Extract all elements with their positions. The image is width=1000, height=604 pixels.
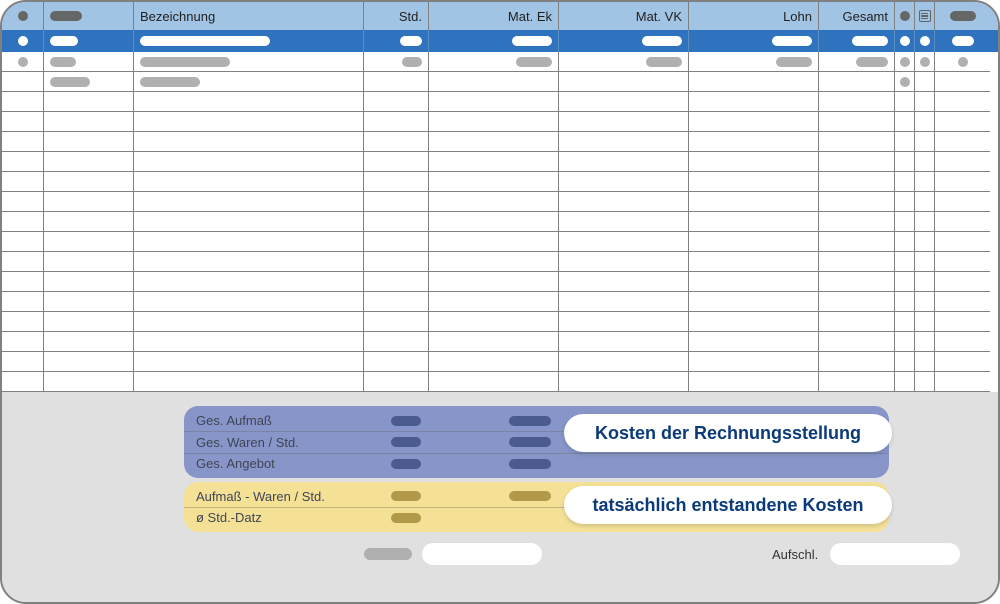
table-row-empty[interactable] [2, 272, 998, 292]
header-pos[interactable] [44, 2, 134, 30]
summary-label: Ges. Angebot [196, 456, 364, 471]
bottom-input[interactable] [422, 543, 542, 565]
list-icon [919, 10, 931, 22]
table-row-empty[interactable] [2, 292, 998, 312]
table-row-empty[interactable] [2, 332, 998, 352]
table-row-empty[interactable] [2, 232, 998, 252]
summary-label: Aufmaß - Waren / Std. [196, 489, 364, 504]
app-window: Bezeichnung Std. Mat. Ek Mat. VK Lohn Ge… [0, 0, 1000, 604]
table-row[interactable] [2, 52, 998, 72]
header-list-icon[interactable] [915, 2, 935, 30]
table-row-selected[interactable] [2, 30, 998, 52]
footer-panel: Ges. Aufmaß Ges. Waren / Std. Ges. Angeb… [2, 392, 998, 602]
callout-billing-costs: Kosten der Rechnungsstellung [564, 414, 892, 452]
table-row-empty[interactable] [2, 352, 998, 372]
summary-label: Ges. Waren / Std. [196, 435, 364, 450]
aufschl-label: Aufschl. [772, 547, 818, 562]
table-header: Bezeichnung Std. Mat. Ek Mat. VK Lohn Ge… [2, 2, 998, 30]
header-std[interactable]: Std. [364, 2, 429, 30]
header-last[interactable] [935, 2, 990, 30]
header-lohn[interactable]: Lohn [689, 2, 819, 30]
header-gesamt[interactable]: Gesamt [819, 2, 895, 30]
table-row-empty[interactable] [2, 252, 998, 272]
aufschl-input[interactable] [830, 543, 960, 565]
table-body [2, 52, 998, 412]
summary-label: Ges. Aufmaß [196, 413, 364, 428]
table-row-empty[interactable] [2, 112, 998, 132]
header-index[interactable] [2, 2, 44, 30]
bottom-placeholder [364, 548, 412, 560]
table-row-empty[interactable] [2, 312, 998, 332]
header-icon1[interactable] [895, 2, 915, 30]
bottom-row: Aufschl. [184, 542, 964, 566]
table-row-empty[interactable] [2, 132, 998, 152]
summary-label: ø Std.-Datz [196, 510, 364, 525]
header-mat-vk[interactable]: Mat. VK [559, 2, 689, 30]
table-row-empty[interactable] [2, 372, 998, 392]
callout-actual-costs: tatsächlich entstandene Kosten [564, 486, 892, 524]
table-row-empty[interactable] [2, 92, 998, 112]
table-row-empty[interactable] [2, 192, 998, 212]
table-row-empty[interactable] [2, 172, 998, 192]
table-row-empty[interactable] [2, 152, 998, 172]
header-bezeichnung[interactable]: Bezeichnung [134, 2, 364, 30]
table-row-empty[interactable] [2, 212, 998, 232]
table-row[interactable] [2, 72, 998, 92]
header-mat-ek[interactable]: Mat. Ek [429, 2, 559, 30]
